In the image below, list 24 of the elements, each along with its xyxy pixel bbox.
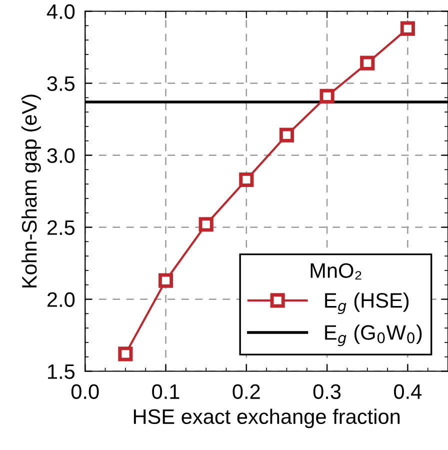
x-tick-label: 0.4 xyxy=(394,384,422,400)
legend-title: MnO₂ xyxy=(310,263,362,280)
y-tick-label: 3.5 xyxy=(47,76,75,92)
point xyxy=(198,217,214,232)
y-tick-label: 2.0 xyxy=(47,292,75,308)
y-tick-label: 2.5 xyxy=(47,220,75,236)
point xyxy=(158,273,174,288)
x-tick-label: 0.3 xyxy=(313,384,341,400)
point xyxy=(279,128,294,142)
legend-label: E$_{g}$ (HSE) xyxy=(325,292,409,314)
point xyxy=(400,21,415,36)
point xyxy=(118,346,133,362)
point xyxy=(320,88,334,104)
x-tick-label: 0.1 xyxy=(152,384,180,400)
x-tick-label: 0.2 xyxy=(232,384,260,400)
y-tick-label: 1.5 xyxy=(48,364,75,380)
y-tick-label: 3.0 xyxy=(47,148,75,164)
legend-label: E$_{g}$ (G$_{0}$W$_{0}$) xyxy=(325,324,422,346)
x-axis-title: HSE exact exchange fraction xyxy=(134,408,400,428)
point xyxy=(239,172,254,188)
x-tick-label: 0.0 xyxy=(71,384,99,400)
y-tick-label: 4.0 xyxy=(46,4,75,20)
y-axis-title: Kohn-Sham gap (eV) xyxy=(21,94,41,288)
point xyxy=(360,56,375,70)
